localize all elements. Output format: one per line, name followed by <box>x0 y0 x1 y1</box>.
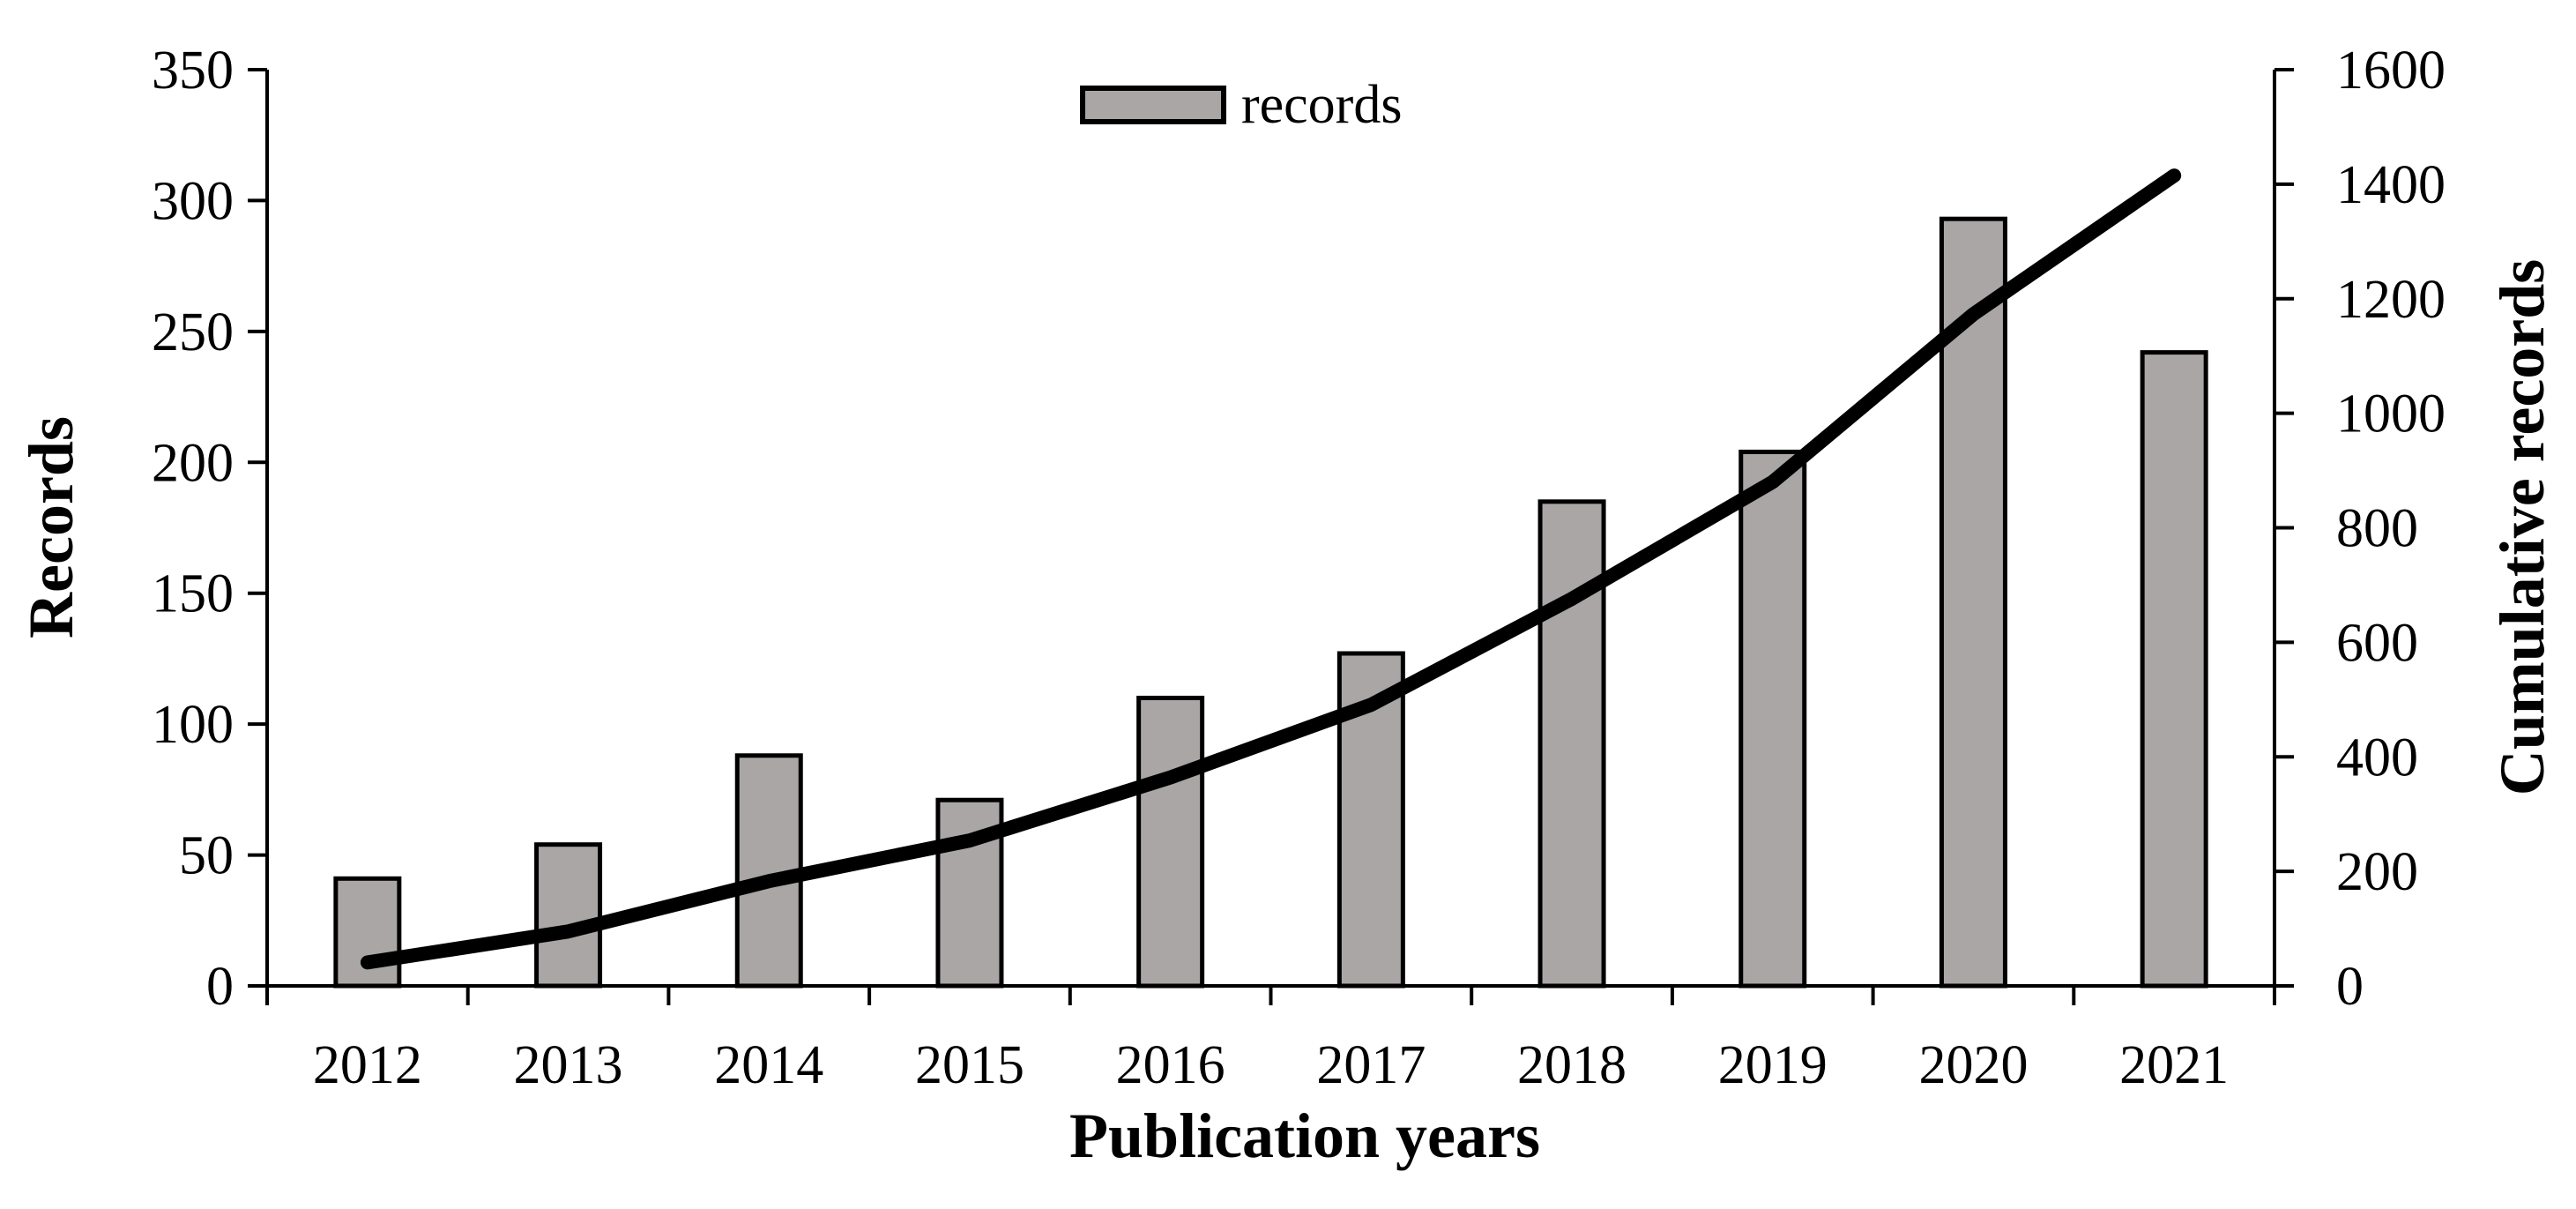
bar-2021 <box>2140 350 2208 989</box>
bars-layer <box>333 216 2208 989</box>
line-layer <box>360 168 2182 970</box>
cumulative-point-2019 <box>1772 481 1774 483</box>
y-tick-label: 50 <box>179 826 234 886</box>
x-tick-label-2017: 2017 <box>1316 1035 1426 1095</box>
y2-axis-title: Cumulative records <box>2487 259 2557 796</box>
y2-tick-label: 1200 <box>2336 270 2446 330</box>
y-axis-title: Records <box>16 416 86 638</box>
legend-label-records: records <box>1241 75 1402 135</box>
y2-tick-label: 1600 <box>2336 41 2446 101</box>
y2-tick-label: 1000 <box>2336 384 2446 444</box>
bar-2012 <box>333 876 402 989</box>
x-tick-label-2014: 2014 <box>714 1035 823 1095</box>
y2-tick-label: 400 <box>2336 728 2418 787</box>
x-axis-title: Publication years <box>1069 1101 1540 1171</box>
x-tick-label-2013: 2013 <box>514 1035 623 1095</box>
bar-2020 <box>1939 216 2007 989</box>
cumulative-point-2020 <box>1972 313 1974 315</box>
bar-2019 <box>1738 449 1807 989</box>
cumulative-line <box>360 168 2182 970</box>
y2-tick-label: 600 <box>2336 613 2418 673</box>
cumulative-point-2014 <box>768 880 770 882</box>
cumulative-point-2012 <box>367 961 369 963</box>
y-tick-label: 100 <box>152 695 234 755</box>
legend-swatch-records <box>1080 86 1226 124</box>
y-tick-label: 150 <box>152 564 234 624</box>
bar-2018 <box>1537 499 1606 989</box>
bar-2016 <box>1136 695 1205 989</box>
y-tick-label: 0 <box>206 957 234 1017</box>
cumulative-point-2021 <box>2173 175 2175 176</box>
cumulative-point-2018 <box>1571 598 1573 600</box>
x-tick-label-2012: 2012 <box>313 1035 422 1095</box>
y-tick-label: 250 <box>152 302 234 362</box>
y-tick-label: 350 <box>152 41 234 101</box>
x-tick-label-2015: 2015 <box>915 1035 1024 1095</box>
x-tick-label-2016: 2016 <box>1116 1035 1225 1095</box>
bar-2013 <box>534 842 603 989</box>
x-tick-label-2021: 2021 <box>2119 1035 2229 1095</box>
x-tick-label-2019: 2019 <box>1718 1035 1828 1095</box>
y2-tick-label: 800 <box>2336 499 2418 559</box>
x-tick-label-2018: 2018 <box>1517 1035 1627 1095</box>
y2-tick-label: 1400 <box>2336 155 2446 215</box>
legend: records <box>1080 75 1402 135</box>
axes-layer: 0 50 100 150 200 250 300 350 0 200 400 600 800 1000 12… <box>152 41 2446 1095</box>
y2-tick-label: 200 <box>2336 842 2418 902</box>
y2-tick-label: 0 <box>2336 957 2364 1017</box>
cumulative-point-2013 <box>568 930 570 932</box>
x-tick-label-2020: 2020 <box>1918 1035 2028 1095</box>
y-tick-label: 300 <box>152 171 234 231</box>
cumulative-point-2016 <box>1170 777 1172 779</box>
cumulative-point-2015 <box>969 840 971 841</box>
y-tick-label: 200 <box>152 433 234 493</box>
